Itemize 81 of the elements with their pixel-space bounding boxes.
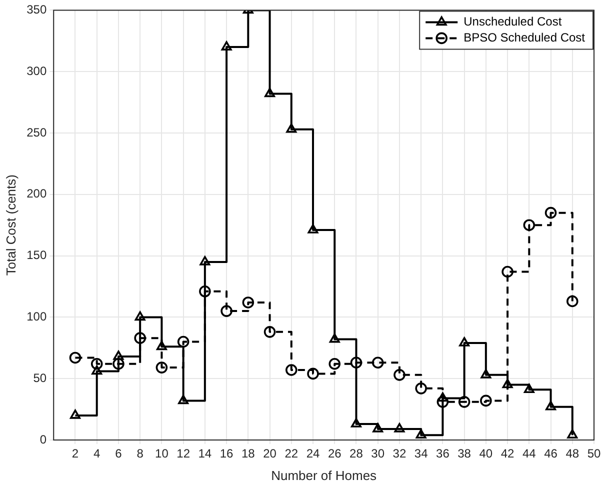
point (502, 378, 513, 388)
x-tick-label: 6 (115, 446, 122, 461)
point (200, 256, 210, 266)
x-tick-label: 36 (436, 446, 450, 461)
point (372, 356, 384, 369)
x-tick-label: 40 (479, 446, 493, 461)
point (458, 396, 470, 408)
y-tick-label: 0 (40, 432, 47, 446)
x-tick-label: 32 (392, 446, 406, 461)
x-tick-label: 22 (284, 446, 298, 461)
point (134, 311, 146, 321)
point (394, 369, 406, 381)
x-tick-label: 14 (198, 446, 212, 461)
y-axis-title: Total Cost (cents) (3, 174, 18, 276)
y-tick-label: 100 (26, 310, 47, 324)
point (199, 286, 211, 298)
y-tick-label: 350 (26, 2, 47, 17)
x-tick-label: 20 (263, 446, 277, 461)
x-tick-label: 42 (500, 446, 515, 461)
point (308, 224, 318, 234)
legend-label: BPSO Scheduled Cost (464, 30, 586, 45)
legend-label: Unscheduled Cost (464, 14, 562, 29)
point (285, 364, 298, 376)
point (480, 394, 492, 407)
point (307, 368, 319, 380)
x-tick-label: 34 (414, 446, 428, 461)
point (220, 305, 232, 317)
x-tick-label: 50 (587, 446, 601, 461)
point (416, 429, 426, 438)
x-tick-label: 2 (72, 446, 79, 461)
y-tick-label: 300 (26, 64, 47, 78)
point (264, 326, 276, 338)
point (242, 296, 254, 308)
point (544, 206, 557, 219)
point (113, 350, 124, 360)
x-tick-label: 4 (94, 446, 101, 461)
x-tick-label: 12 (176, 446, 190, 461)
x-tick-label: 44 (522, 446, 536, 461)
point (156, 340, 167, 350)
point (436, 396, 449, 408)
x-tick-label: 24 (306, 446, 320, 461)
point (112, 358, 124, 370)
point (69, 352, 82, 364)
point (177, 336, 190, 348)
point (92, 365, 102, 375)
point (566, 295, 578, 308)
x-tick-label: 10 (155, 446, 169, 461)
point (394, 423, 405, 432)
point (70, 410, 80, 419)
point (372, 423, 384, 432)
point (567, 429, 578, 438)
point (437, 392, 448, 402)
x-tick-label: 38 (458, 446, 472, 461)
point (415, 382, 427, 394)
point (459, 337, 470, 346)
x-tick-label: 46 (544, 446, 558, 461)
point (524, 384, 534, 394)
point (351, 418, 362, 428)
point (90, 358, 103, 370)
point (523, 219, 536, 231)
x-axis-title: Number of Homes (271, 468, 378, 483)
point (546, 400, 556, 410)
x-tick-label: 48 (566, 446, 580, 461)
point (134, 332, 146, 344)
x-tick-label: 30 (371, 446, 385, 461)
point (350, 356, 362, 369)
y-tick-label: 150 (26, 248, 47, 262)
point (156, 362, 168, 374)
x-tick-label: 8 (136, 446, 144, 461)
x-tick-label: 28 (350, 446, 364, 461)
point (329, 333, 340, 343)
x-tick-label: 18 (241, 446, 256, 461)
x-tick-label: 26 (328, 446, 342, 461)
point (328, 358, 341, 370)
y-tick-label: 250 (26, 125, 47, 140)
point (480, 369, 492, 378)
point (502, 266, 514, 278)
point (178, 394, 189, 404)
y-tick-label: 50 (33, 370, 47, 385)
y-tick-label: 200 (26, 186, 47, 201)
x-tick-label: 16 (220, 446, 234, 461)
